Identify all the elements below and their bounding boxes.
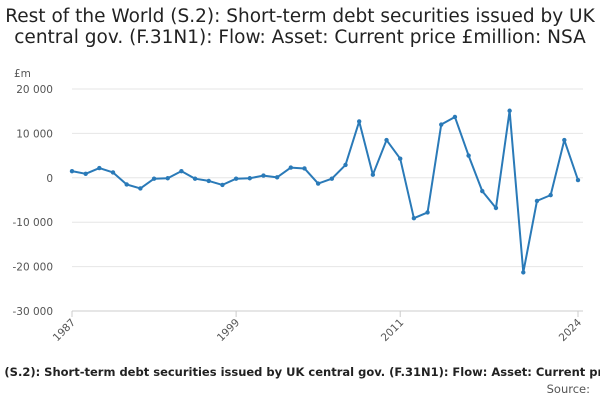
data-point: [247, 176, 252, 181]
y-tick-label: -30 000: [12, 306, 53, 318]
data-point: [220, 182, 225, 188]
data-point: [343, 162, 348, 168]
data-point: [138, 186, 143, 191]
y-tick-label: 10 000: [16, 128, 53, 140]
data-point: [384, 137, 389, 143]
data-point: [97, 165, 102, 171]
y-tick-label: -20 000: [12, 262, 53, 274]
data-point: [548, 192, 553, 198]
data-point: [124, 182, 129, 187]
series-line: [71, 109, 579, 274]
data-point: [480, 188, 485, 194]
y-tick-label: -10 000: [12, 217, 53, 229]
data-point: [534, 198, 540, 204]
data-point: [110, 170, 116, 175]
data-point: [192, 176, 198, 181]
x-tick-label: 1987: [51, 317, 78, 344]
data-point: [179, 168, 184, 174]
data-point: [521, 270, 526, 275]
data-point: [83, 171, 88, 177]
x-tick-label: 2011: [379, 317, 406, 344]
data-point: [493, 205, 499, 211]
data-point: [452, 114, 458, 120]
data-point: [370, 172, 376, 177]
data-point: [233, 176, 239, 181]
x-tick-labels: 1987 1999 2011 2024: [51, 311, 585, 344]
data-point: [165, 176, 170, 181]
y-tick-label: 0: [46, 173, 53, 185]
data-point: [274, 175, 280, 180]
data-point: [315, 181, 321, 186]
grid-lines: [72, 88, 583, 312]
data-point: [151, 176, 157, 181]
data-point: [206, 178, 211, 184]
data-point: [425, 210, 430, 215]
data-point: [507, 108, 512, 113]
data-point: [411, 216, 417, 221]
data-point: [69, 168, 75, 174]
y-tick-labels: 20 000 10 000 0 -10 000 -20 000 -30 000: [12, 84, 53, 318]
data-point: [398, 156, 403, 161]
data-point: [302, 166, 307, 171]
data-point: [466, 153, 471, 158]
data-point: [439, 122, 444, 127]
x-tick-label: 1999: [215, 317, 242, 344]
x-tick-label: 2024: [557, 316, 585, 344]
data-point: [356, 119, 362, 124]
credit-text: Source:: [547, 382, 590, 396]
data-point: [288, 165, 294, 170]
data-point: [575, 177, 581, 183]
data-point: [562, 137, 567, 143]
y-tick-label: 20 000: [16, 84, 53, 96]
series-group: [69, 108, 581, 275]
legend-entry-text: Rest of the World (S.2): Short-term debt…: [0, 365, 600, 379]
data-point: [329, 176, 335, 181]
data-point: [261, 173, 266, 178]
y-axis-unit-label: £m: [14, 68, 31, 80]
chart-title: Rest of the World (S.2): Short-term debt…: [5, 6, 595, 48]
